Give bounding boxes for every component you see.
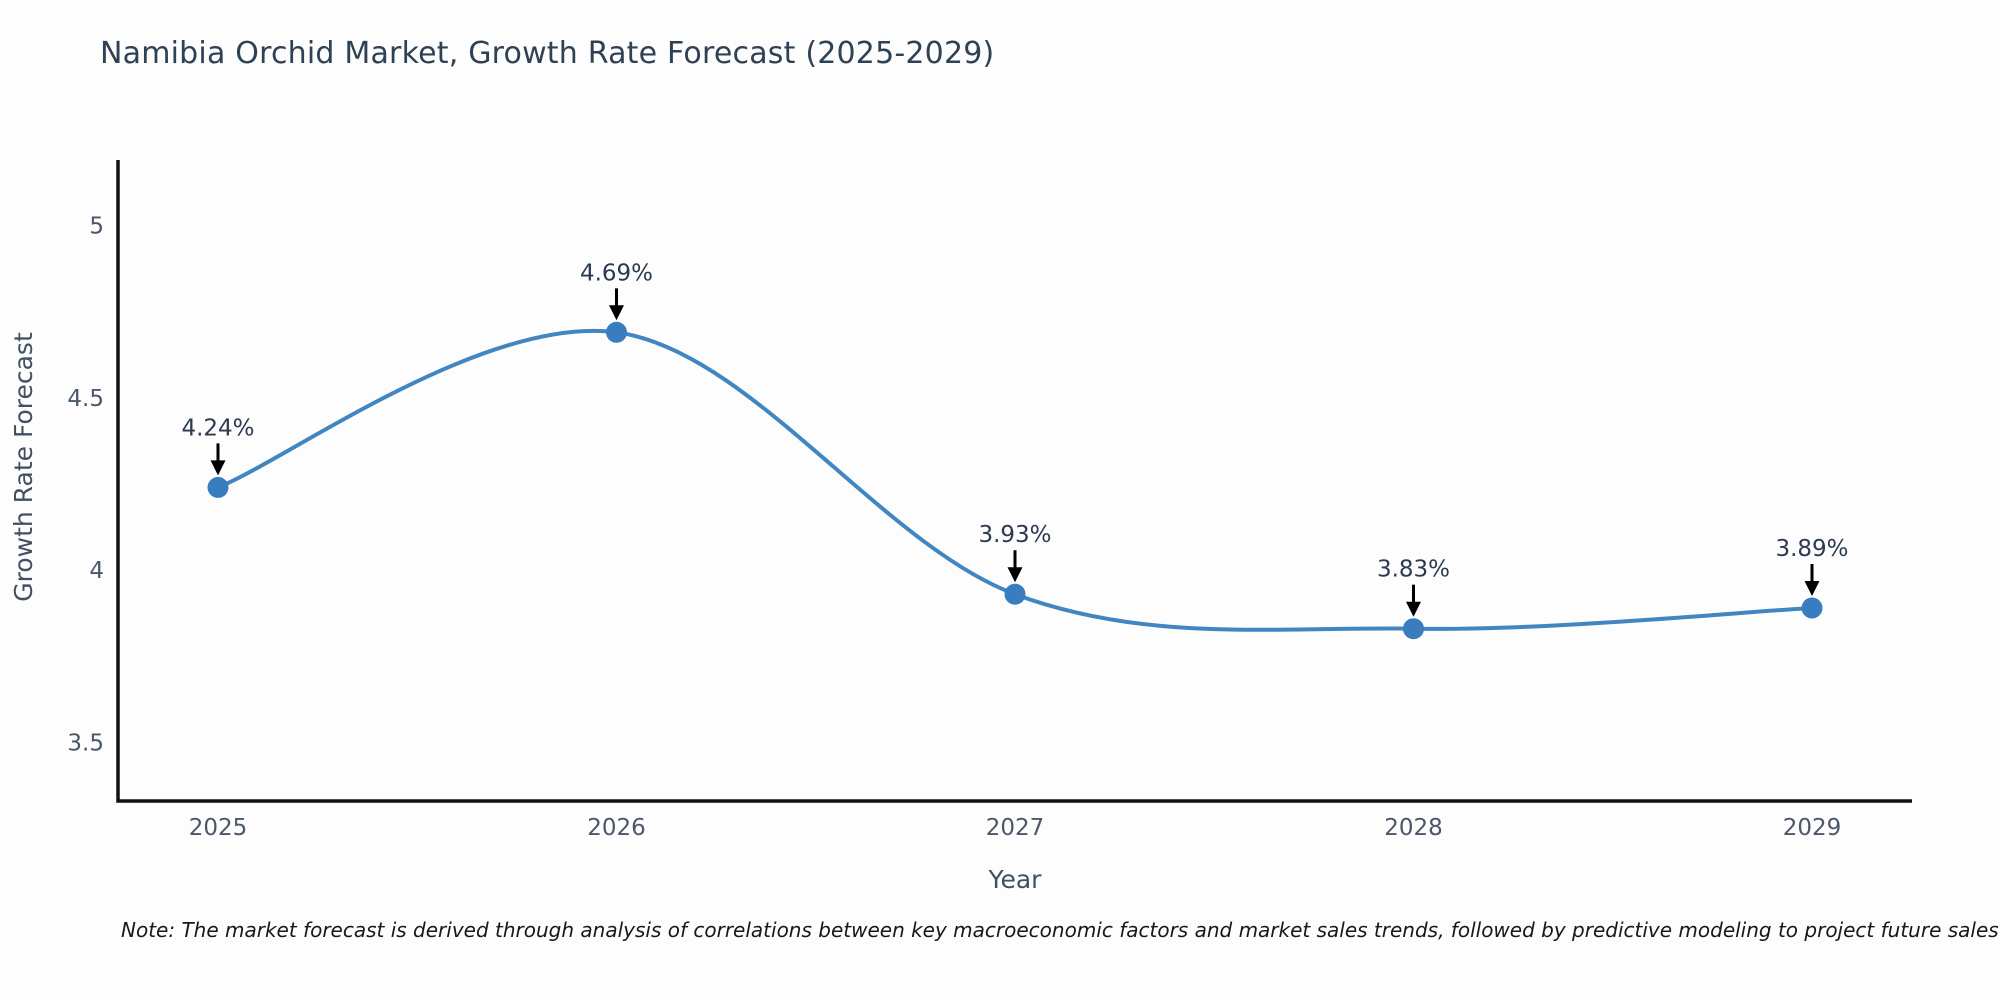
annotation-label: 4.24% xyxy=(181,415,254,441)
annotation-label: 3.93% xyxy=(978,522,1051,548)
y-tick-label: 3.5 xyxy=(67,730,104,756)
y-tick-label: 4 xyxy=(89,558,104,584)
chart-title: Namibia Orchid Market, Growth Rate Forec… xyxy=(100,36,995,71)
annotation-arrow-head xyxy=(210,460,226,476)
x-tick-label: 2026 xyxy=(587,815,646,841)
x-axis-tick-labels: 2025 2026 2027 2028 2029 xyxy=(189,815,1842,841)
x-tick-label: 2027 xyxy=(986,815,1045,841)
footnote: Note: The market forecast is derived thr… xyxy=(121,918,1999,942)
annotation-arrow-head xyxy=(1804,581,1820,597)
y-tick-label: 5 xyxy=(89,213,104,239)
annotation-label: 3.89% xyxy=(1775,536,1848,562)
data-point-marker xyxy=(606,321,627,343)
x-tick-label: 2028 xyxy=(1384,815,1443,841)
series-line xyxy=(216,328,1814,632)
data-point-marker xyxy=(1004,583,1026,605)
y-axis-tick-labels: 3.5 4 4.5 5 xyxy=(67,213,104,756)
annotation-label: 4.69% xyxy=(580,260,653,286)
axis-lines xyxy=(116,160,1912,803)
annotation-arrow-head xyxy=(609,305,624,321)
annotation-label: 3.83% xyxy=(1377,557,1450,583)
y-axis-title: Growth Rate Forecast xyxy=(9,332,38,602)
y-tick-label: 4.5 xyxy=(67,386,104,412)
data-point-marker xyxy=(207,476,229,498)
annotation-arrow-head xyxy=(1007,567,1023,583)
data-point-marker xyxy=(1403,618,1424,640)
x-axis-title: Year xyxy=(988,865,1043,894)
point-annotations: 4.24% 4.69% 3.93% 3.83% 3.89% xyxy=(181,260,1849,617)
x-tick-label: 2029 xyxy=(1783,815,1842,841)
data-point-marker xyxy=(1801,597,1823,619)
annotation-arrow-head xyxy=(1406,601,1421,617)
x-tick-label: 2025 xyxy=(189,815,248,841)
line-series xyxy=(207,321,1823,640)
